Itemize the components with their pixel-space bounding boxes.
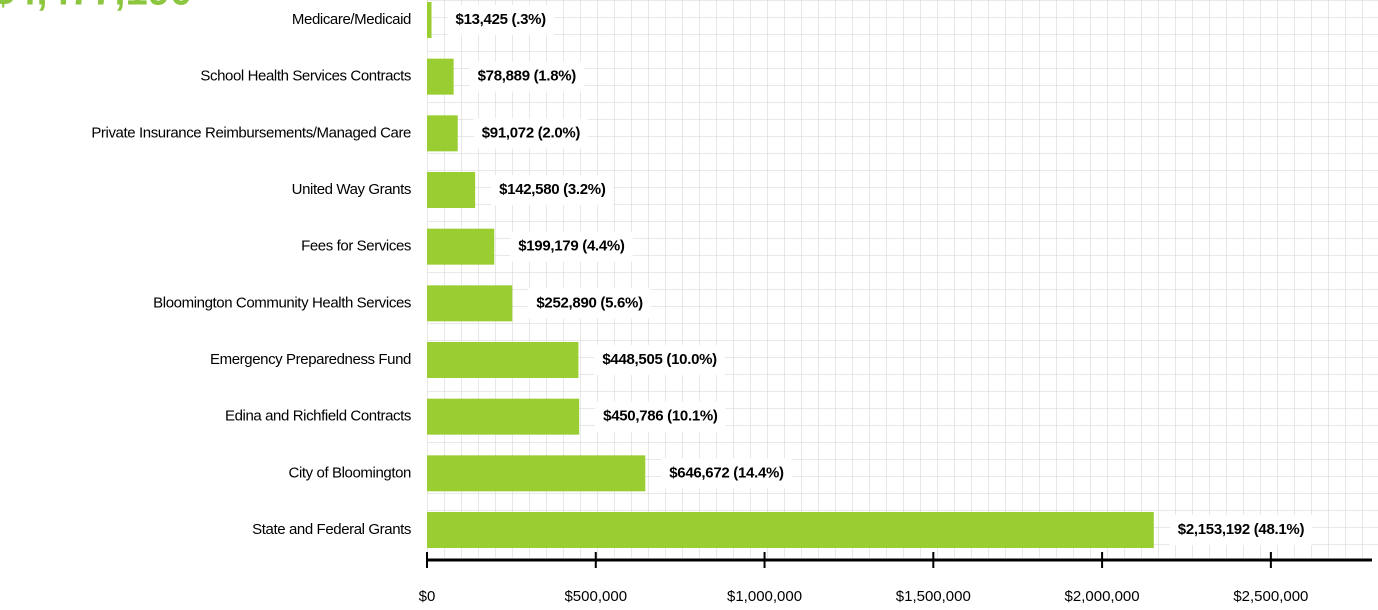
x-tick-label: $0	[419, 588, 436, 605]
bar	[427, 285, 513, 322]
value-label-bg	[473, 118, 589, 149]
value-label: $142,580 (3.2%)	[499, 181, 606, 198]
value-label: $450,786 (10.1%)	[603, 408, 718, 425]
value-label-bg	[469, 61, 585, 92]
value-label-bg	[447, 5, 554, 35]
bar	[427, 2, 432, 38]
y-tick-label: Fees for Services	[301, 238, 411, 255]
value-label: $646,672 (14.4%)	[669, 464, 784, 481]
y-tick-label: State and Federal Grants	[252, 521, 411, 538]
value-label-bg	[491, 175, 614, 205]
y-tick-label: Private Insurance Reimbursements/Managed…	[91, 124, 411, 141]
value-label-bg	[595, 401, 726, 432]
y-tick-label: City of Bloomington	[289, 464, 412, 481]
value-label: $252,890 (5.6%)	[536, 294, 643, 311]
value-label: $448,505 (10.0%)	[602, 351, 717, 368]
y-tick-label: Medicare/Medicaid	[292, 11, 411, 28]
value-label: $199,179 (4.4%)	[518, 238, 625, 255]
value-label-bg	[1169, 515, 1313, 545]
y-tick-label: School Health Services Contracts	[200, 68, 411, 85]
x-tick-label: $2,500,000	[1233, 588, 1308, 605]
value-label-bg	[594, 345, 725, 375]
bar	[427, 512, 1154, 548]
value-label: $2,153,192 (48.1%)	[1178, 521, 1305, 538]
x-tick-label: $1,500,000	[896, 588, 971, 605]
bar	[427, 172, 476, 208]
value-label-bg	[528, 288, 651, 319]
chart-title: $4,477,190	[0, 0, 192, 14]
value-label-bg	[510, 231, 633, 262]
bar	[427, 342, 579, 378]
bar	[427, 228, 495, 265]
y-tick-label: Bloomington Community Health Services	[153, 294, 411, 311]
bar	[427, 398, 580, 435]
bar	[427, 115, 458, 152]
value-label-bg	[661, 458, 792, 489]
value-label: $13,425 (.3%)	[456, 11, 547, 28]
bar	[427, 58, 454, 95]
x-tick-label: $500,000	[564, 588, 627, 605]
y-tick-label: United Way Grants	[292, 181, 411, 198]
y-tick-label: Edina and Richfield Contracts	[225, 408, 411, 425]
x-tick-label: $2,000,000	[1065, 588, 1140, 605]
bar	[427, 455, 646, 492]
y-tick-label: Emergency Preparedness Fund	[210, 351, 411, 368]
value-label: $91,072 (2.0%)	[482, 124, 581, 141]
x-tick-label: $1,000,000	[727, 588, 802, 605]
value-label: $78,889 (1.8%)	[478, 68, 577, 85]
